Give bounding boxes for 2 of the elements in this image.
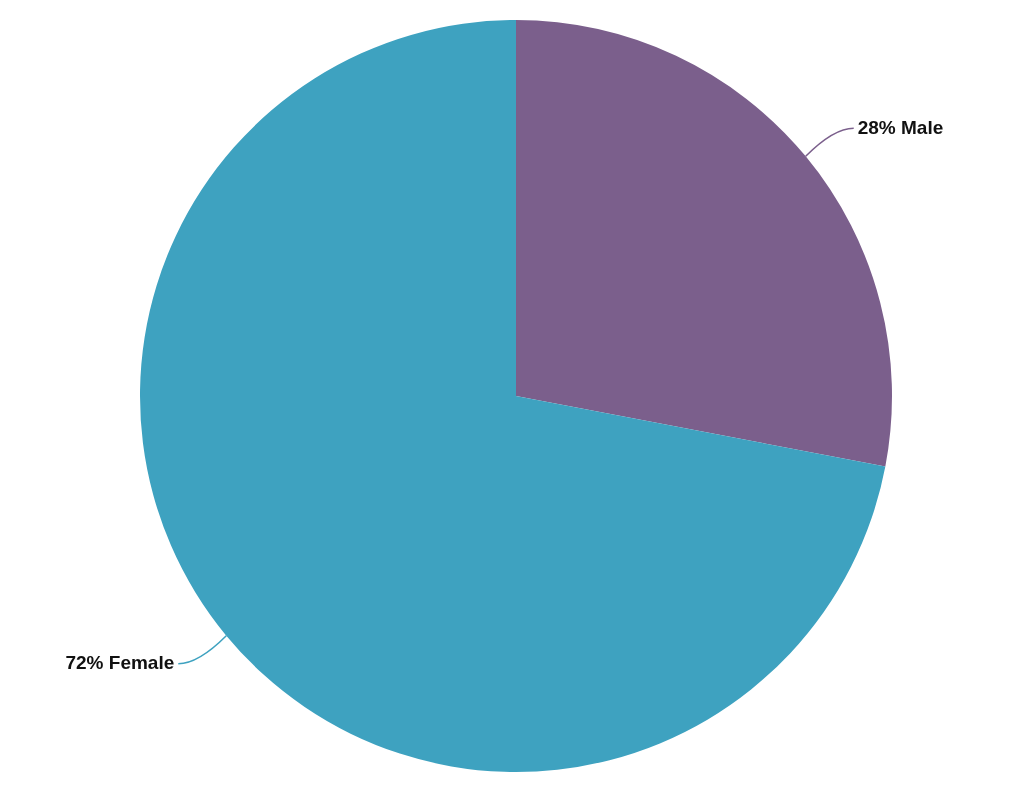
slice-label: 28% Male <box>857 116 944 138</box>
slice-label: 72% Female <box>65 651 175 673</box>
